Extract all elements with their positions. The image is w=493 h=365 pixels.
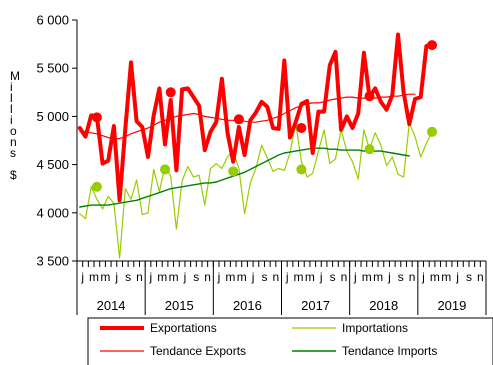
marker-exportations [91,112,102,123]
month-label: j [183,270,187,284]
month-label: m [373,270,383,284]
marker-importations [91,181,102,192]
y-axis-label-char: i [10,80,13,94]
y-axis-label-char: $ [10,168,17,182]
month-label: s [125,270,131,284]
month-label: j [149,270,153,284]
marker-exportations [233,114,244,125]
x-axis: j m m j s n j m m j s n j m m j s n j m m j s n j m m j s n j m m j s n2014… [76,260,487,315]
month-label: m [294,270,304,284]
year-label: 2017 [301,298,330,313]
month-label: m [225,270,235,284]
y-tick-label: 3 500 [36,254,69,269]
marker-importations [427,126,438,137]
month-label: j [217,270,221,284]
series-layer [77,32,434,259]
series-line-tendance-imports [79,147,410,208]
month-label: n [136,270,143,284]
month-label: j [319,270,323,284]
month-label: s [330,270,336,284]
month-label: m [430,270,440,284]
marker-importations [364,144,375,155]
month-label: m [237,270,247,284]
y-axis-label-char: o [10,124,17,138]
y-axis-label-char: s [10,146,16,160]
y-tick-label: 4 500 [36,157,69,172]
y-axis-label-char: i [10,113,13,127]
month-label: m [100,270,110,284]
legend-label-importations: Importations [342,321,408,335]
y-axis-label-char: l [10,91,13,105]
month-label: j [455,270,459,284]
marker-exportations [427,40,438,51]
legend-label-exportations: Exportations [150,321,217,335]
series-line-importations [79,122,433,259]
y-axis-label-char: l [10,102,13,116]
marker-importations [160,164,171,175]
y-tick-label: 6 000 [36,13,69,28]
year-label: 2018 [369,298,398,313]
series-line-exportations [77,32,434,203]
month-label: n [477,270,484,284]
year-label: 2015 [165,298,194,313]
marker-exportations [364,91,375,102]
marker-exportations [165,87,176,98]
marker-importations [296,164,307,175]
marker-exportations [296,122,307,133]
legend-box [87,317,493,365]
month-label: j [353,270,357,284]
y-tick-label: 4 000 [36,205,69,220]
month-label: m [157,270,167,284]
month-label: m [169,270,179,284]
y-axis-label-char: M [10,69,20,83]
marker-importations [228,166,239,177]
y-tick-label: 5 500 [36,61,69,76]
month-label: j [421,270,425,284]
month-label: j [114,270,118,284]
month-label: m [305,270,315,284]
month-label: n [204,270,211,284]
marker-layer [91,40,438,192]
month-label: j [80,270,84,284]
y-axis-label-char: n [10,135,17,149]
month-label: s [398,270,404,284]
year-label: 2019 [437,298,466,313]
month-label: s [466,270,472,284]
year-label: 2014 [97,298,126,313]
legend: Exportations Importations Tendance Exports… [87,317,493,365]
month-label: s [261,270,267,284]
year-label: 2016 [233,298,262,313]
month-label: j [387,270,391,284]
y-axis: 3 500 4 000 4 500 5 000 5 500 6 000 [36,13,78,269]
month-label: s [193,270,199,284]
legend-label-tendance-imports: Tendance Imports [342,344,437,358]
y-tick-label: 5 000 [36,109,69,124]
month-label: n [341,270,348,284]
month-label: n [272,270,279,284]
month-label: j [285,270,289,284]
month-label: j [251,270,255,284]
legend-label-tendance-exports: Tendance Exports [150,344,246,358]
month-label: n [409,270,416,284]
month-label: m [441,270,451,284]
month-label: m [362,270,372,284]
month-label: m [89,270,99,284]
